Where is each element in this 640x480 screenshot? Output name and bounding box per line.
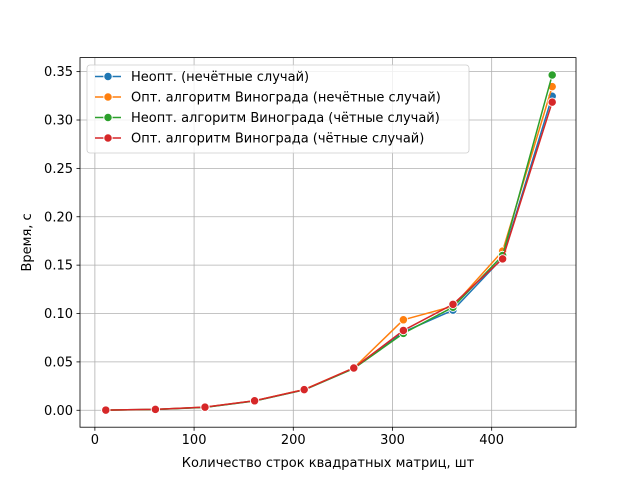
data-point [101, 405, 111, 415]
data-point [547, 97, 557, 107]
legend-marker [103, 71, 113, 82]
legend-marker [103, 133, 113, 143]
legend-box [86, 64, 470, 154]
x-axis-label: Количество строк квадратных матриц, шт [182, 456, 475, 471]
data-point [349, 363, 359, 373]
legend: Неопт. (нечётные случай) Опт. алгоритм Ви… [86, 64, 470, 154]
y-tick-label: 0.15 [44, 259, 73, 274]
series-lines [101, 70, 557, 415]
data-point [497, 254, 508, 264]
legend-marker [103, 112, 113, 123]
legend-label: Опт. алгоритм Винограда (чётные случай) [131, 132, 424, 147]
data-point [200, 402, 210, 412]
y-tick-label: 0.30 [44, 114, 73, 129]
data-point [398, 315, 409, 325]
x-tick-label: 100 [182, 433, 207, 448]
y-tick-label: 0.10 [44, 307, 73, 322]
y-tick-label: 0.25 [44, 162, 73, 177]
axes-frame [79, 57, 577, 428]
y-tick-label: 0.00 [44, 404, 73, 419]
legend-marker [103, 92, 113, 102]
legend-label: Опт. алгоритм Винограда (нечётные случай… [131, 91, 441, 106]
data-point [150, 404, 161, 415]
data-point [547, 70, 557, 80]
x-tick-label: 300 [380, 433, 405, 448]
legend-label: Неопт. (нечётные случай) [131, 70, 309, 85]
x-tick-label: 400 [479, 433, 504, 448]
y-axis-label: Время, с [20, 213, 35, 271]
data-point [398, 325, 409, 336]
x-tick-label: 0 [91, 433, 99, 448]
data-point [299, 385, 309, 395]
x-tick-label: 200 [281, 433, 306, 448]
data-point [448, 299, 458, 309]
series-4 [101, 97, 557, 415]
axis-ticks: 0 100 200 300 400 0.00 0.05 0.10 0.15 0.20 0.25 0.3… [44, 65, 504, 448]
series-line [105, 101, 553, 411]
y-tick-label: 0.35 [44, 65, 73, 80]
legend-label: Неопт. алгоритм Винограда (чётные случай… [131, 111, 440, 126]
y-tick-label: 0.05 [44, 355, 73, 370]
y-tick-label: 0.20 [44, 210, 73, 225]
data-point [249, 396, 260, 406]
